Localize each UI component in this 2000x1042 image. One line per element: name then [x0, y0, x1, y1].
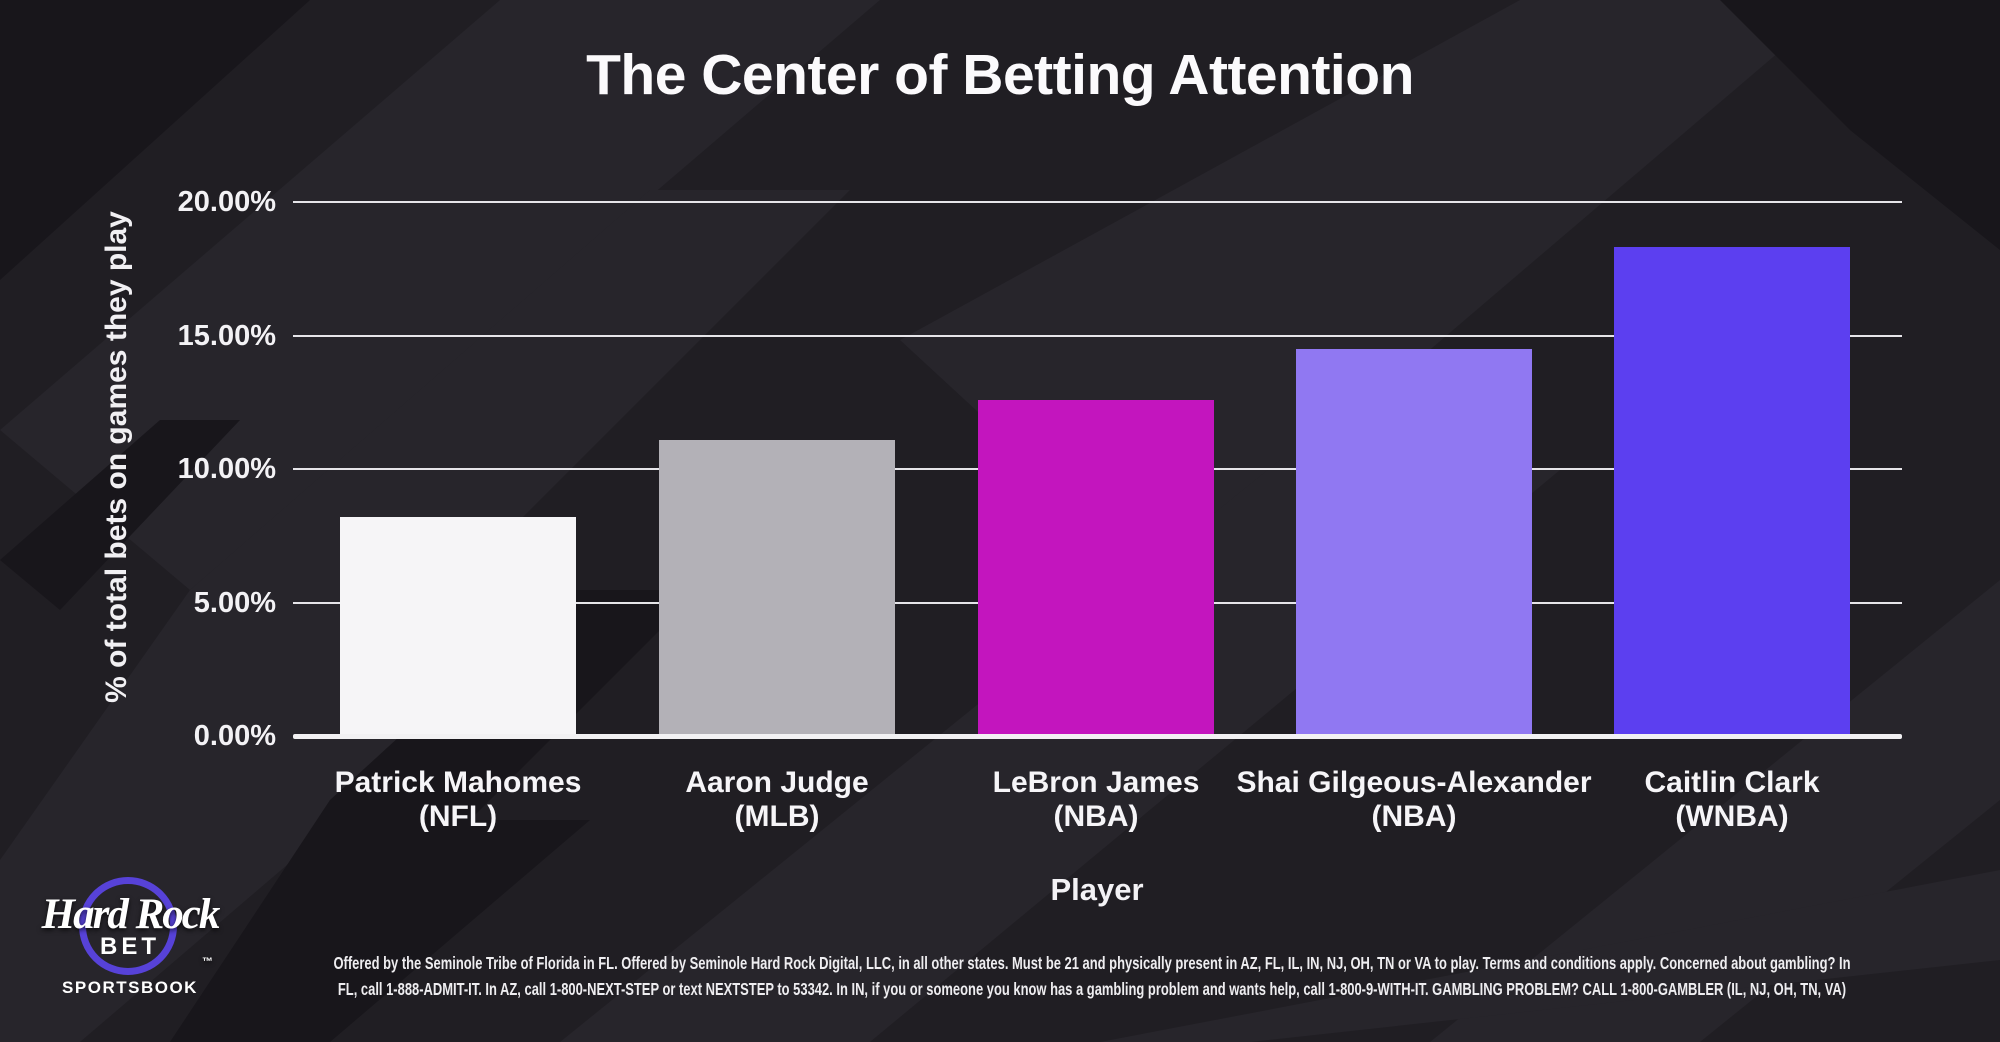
y-tick-label-15.00%: 15.00% — [177, 319, 276, 352]
y-tick-label-10.00%: 10.00% — [177, 453, 276, 485]
y-tick-label-20.00%: 20.00% — [177, 186, 276, 218]
bar-shai-gilgeous-alexander-nba — [1296, 348, 1532, 736]
bar-caitlin-clark-wnba — [1614, 247, 1850, 736]
x-tick-label-line: Shai Gilgeous-Alexander — [1236, 766, 1592, 799]
logo-bet-text: BET — [100, 933, 160, 960]
disclaimer-line-2: FL, call 1-888-ADMIT-IT. In AZ, call 1-8… — [337, 979, 1847, 999]
x-axis-line — [293, 734, 1902, 739]
x-tick-label-line: (MLB) — [734, 800, 820, 833]
bar-aaron-judge-mlb — [659, 439, 895, 736]
chart-title: The Center of Betting Attention — [586, 43, 1414, 107]
x-tick-label-patrick-mahomes-nfl: Patrick Mahomes (NFL) — [218, 766, 698, 834]
x-tick-label-line: (NBA) — [1053, 800, 1139, 833]
x-axis-title: Player — [1050, 872, 1144, 907]
y-tick-label-0.00%: 0.00% — [193, 720, 276, 752]
logo-sportsbook-tagline: SPORTSBOOK — [62, 978, 198, 997]
x-tick-label-line: Patrick Mahomes — [334, 766, 582, 799]
x-tick-label-caitlin-clark-wnba: Caitlin Clark (WNBA) — [1492, 766, 1972, 834]
bar-lebron-james-nba — [978, 399, 1214, 736]
x-tick-label-line: LeBron James — [992, 766, 1200, 799]
x-tick-label-shai-gilgeous-alexander-nba: Shai Gilgeous-Alexander (NBA) — [1174, 766, 1654, 834]
x-tick-label-aaron-judge-mlb: Aaron Judge (MLB) — [537, 766, 1017, 834]
x-tick-label-line: Aaron Judge — [685, 766, 869, 799]
trademark-symbol: ™ — [202, 956, 213, 968]
x-tick-label-line: (NBA) — [1371, 800, 1457, 833]
logo-ring — [79, 877, 177, 975]
gridline-20.00% — [293, 201, 1902, 203]
disclaimer-line-1: Offered by the Seminole Tribe of Florida… — [333, 953, 1851, 973]
gridline-15.00% — [293, 334, 1902, 337]
x-tick-label-lebron-james-nba: LeBron James (NBA) — [856, 766, 1336, 834]
logo-brand-script: Hard Rock ™ — [0, 890, 260, 968]
x-tick-label-line: (WNBA) — [1675, 800, 1789, 833]
y-tick-label-5.00%: 5.00% — [193, 586, 276, 619]
hard-rock-bet-logo: Hard Rock ™ BET SPORTSBOOK — [0, 860, 260, 1020]
x-tick-label-line: Caitlin Clark — [1644, 766, 1820, 799]
bar-patrick-mahomes-nfl — [340, 517, 576, 736]
x-tick-label-line: (NFL) — [418, 800, 498, 833]
disclaimer: Offered by the Seminole Tribe of Florida… — [278, 950, 1906, 1002]
logo-brand-text: Hard Rock — [41, 891, 221, 938]
